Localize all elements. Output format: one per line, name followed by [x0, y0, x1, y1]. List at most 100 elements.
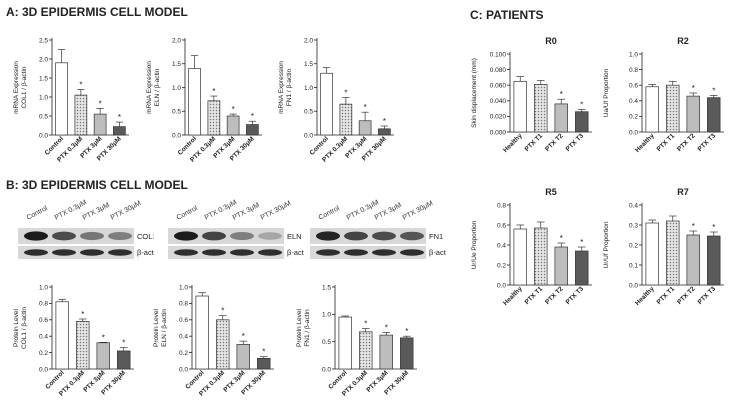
bar: [379, 334, 393, 370]
y-tick-label: 1.0: [179, 284, 188, 291]
panel-c-title: C: PATIENTS: [470, 8, 544, 22]
y-tick-label: 1.0: [629, 51, 638, 58]
significance-marker: *: [232, 105, 235, 114]
significance-marker: *: [692, 222, 695, 231]
bar: [358, 120, 372, 136]
y-tick-label: 0.0: [629, 129, 638, 136]
significance-marker: *: [383, 117, 386, 126]
y-tick-label: 2.5: [39, 37, 48, 44]
panel-a-title: A: 3D EPIDERMIS CELL MODEL: [6, 5, 188, 19]
y-tick-label: 2.0: [304, 37, 313, 44]
bar: [400, 337, 414, 370]
band-label-target: COL1: [137, 232, 154, 241]
y-tick-label: 0.100: [490, 51, 507, 58]
y-axis-label: ELN / β-actin: [154, 68, 161, 106]
significance-marker: *: [712, 223, 715, 232]
y-tick-label: 0.6: [497, 222, 506, 229]
y-tick-label: 0.4: [629, 202, 638, 209]
bar: [554, 103, 568, 133]
y-tick-label: 1.0: [39, 284, 48, 291]
actin-band: [108, 249, 132, 256]
y-tick-label: 0.0: [179, 366, 188, 373]
bar: [226, 115, 240, 136]
bar: [188, 68, 201, 136]
actin-band: [400, 249, 424, 256]
y-tick-label: 0.5: [39, 113, 48, 120]
significance-marker: *: [405, 327, 408, 336]
y-tick-label: 0.000: [490, 129, 507, 136]
bar: [534, 84, 548, 133]
bar: [339, 103, 353, 136]
y-tick-label: 0.2: [497, 262, 506, 269]
bar: [707, 235, 721, 286]
x-tick-label: PTX T3: [565, 132, 586, 153]
bar: [338, 316, 352, 370]
protein-band: [202, 231, 226, 241]
significance-marker: *: [79, 80, 82, 89]
y-tick-label: 2.0: [172, 37, 181, 44]
chart-title: R5: [545, 187, 557, 197]
y-tick-label: 1.5: [304, 61, 313, 68]
band-label-actin: β-actin: [429, 248, 446, 257]
protein-band: [400, 231, 424, 241]
protein-band: [24, 231, 48, 241]
protein-band: [344, 231, 368, 241]
y-tick-label: 0.4: [39, 334, 48, 341]
protein-band: [52, 231, 76, 241]
significance-marker: *: [221, 307, 224, 316]
actin-band: [258, 249, 282, 256]
bar: [257, 357, 271, 370]
y-tick-label: 0.8: [629, 67, 638, 74]
y-axis-label: mRNA Expression: [278, 61, 285, 114]
y-tick-label: 0.2: [179, 350, 188, 357]
lane-label: PTX 30μM: [260, 200, 293, 222]
y-tick-label: 0.0: [304, 132, 313, 139]
significance-marker: *: [81, 310, 84, 319]
actin-band: [24, 249, 48, 256]
chart-title: R7: [677, 187, 689, 197]
bar: [686, 234, 700, 286]
significance-marker: *: [560, 234, 563, 243]
chart-b2: Protein Level ELN / β-actin 0.0 0.2 0.4 0.6 0.…: [153, 284, 274, 398]
y-tick-label: 0.8: [179, 301, 188, 308]
actin-band: [202, 249, 226, 256]
x-tick-label: PTX T3: [697, 285, 718, 306]
lane-label: PTX 30μM: [402, 200, 435, 222]
lane-label: Control: [26, 205, 50, 222]
y-tick-label: 0.4: [179, 334, 188, 341]
bar: [645, 222, 659, 286]
bar: [359, 331, 373, 370]
protein-band: [372, 231, 396, 241]
bar: [236, 344, 250, 370]
bar: [246, 124, 259, 136]
band-label-target: FN1: [429, 232, 443, 241]
y-tick-label: 0.8: [39, 301, 48, 308]
significance-marker: *: [242, 332, 245, 341]
bar: [666, 84, 680, 133]
x-tick-label: PTX T2: [676, 132, 697, 153]
significance-marker: *: [102, 333, 105, 342]
bar: [55, 62, 68, 136]
significance-marker: *: [692, 84, 695, 93]
y-tick-label: 2.0: [39, 56, 48, 63]
bar: [55, 301, 69, 370]
bar: [554, 246, 568, 286]
y-tick-label: 1.0: [322, 312, 331, 319]
y-axis-label: FN1 / β-actin: [286, 68, 293, 106]
y-axis-label: Ua/Uf Proportion: [603, 68, 610, 117]
lane-label: PTX 30μM: [110, 200, 143, 222]
protein-band: [230, 231, 254, 241]
chart-b3: Protein Level FN1 / β-actin0.00.51.01.5Co…: [296, 284, 417, 398]
bar: [575, 250, 589, 286]
chart-a1: mRNA Expression COL1 / β-actin 0.0 0.5 1.0 1.…: [13, 37, 129, 164]
bar: [666, 220, 680, 286]
y-tick-label: 0.4: [497, 242, 506, 249]
y-tick-label: 0.080: [490, 67, 507, 74]
significance-marker: *: [344, 88, 347, 97]
significance-marker: *: [364, 320, 367, 329]
y-tick-label: 0.6: [179, 317, 188, 324]
actin-band: [174, 249, 198, 256]
